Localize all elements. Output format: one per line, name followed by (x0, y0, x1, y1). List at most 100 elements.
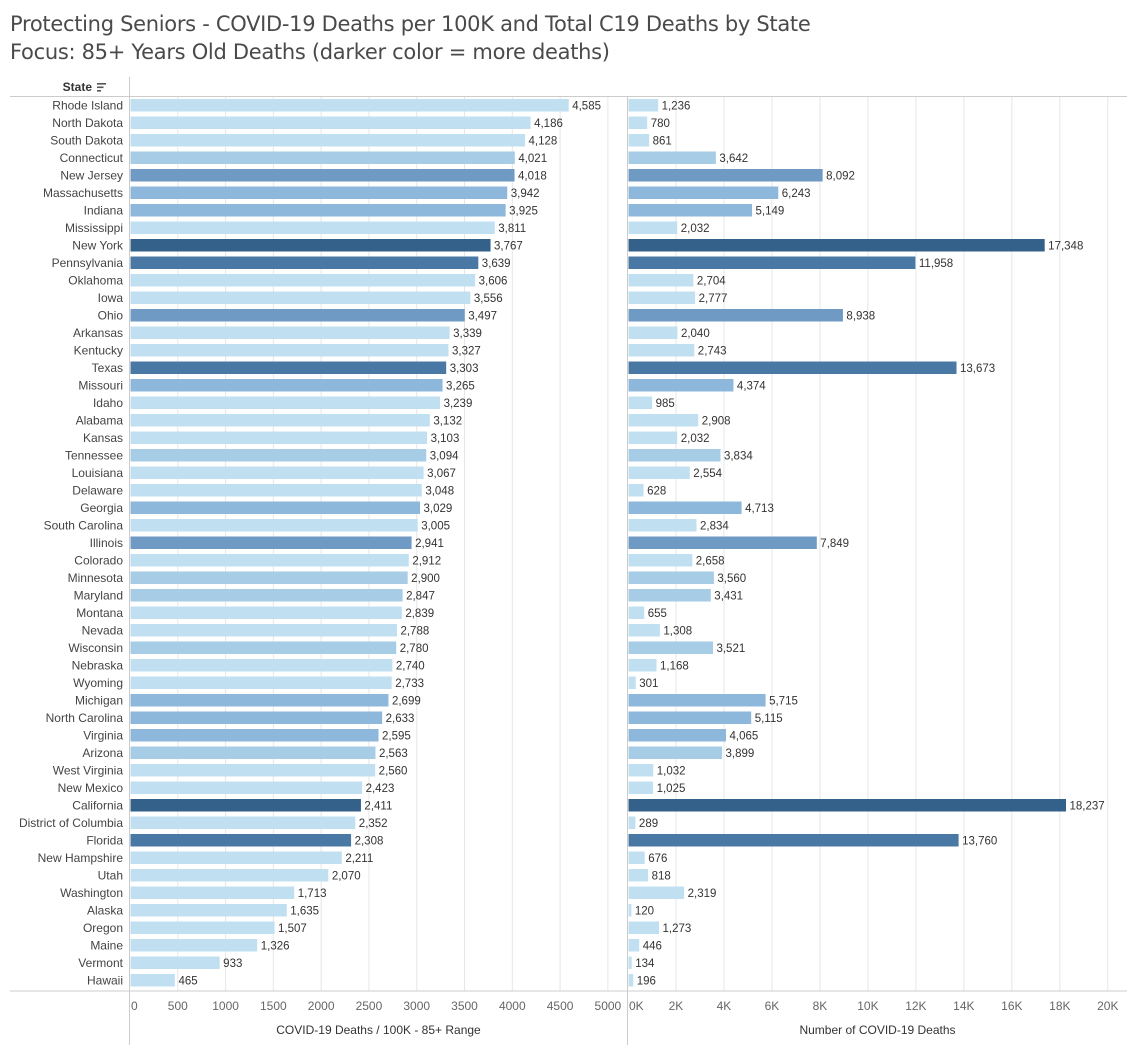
rate-bar[interactable] (130, 414, 430, 427)
deaths-bar[interactable] (628, 256, 916, 270)
rate-bar[interactable] (130, 326, 450, 340)
deaths-bar[interactable] (628, 641, 713, 655)
deaths-bar[interactable] (628, 239, 1045, 252)
rate-bar[interactable] (130, 396, 441, 410)
deaths-bar[interactable] (628, 204, 753, 217)
rate-bar[interactable] (130, 834, 352, 847)
rate-bar[interactable] (130, 116, 531, 130)
deaths-bar[interactable] (628, 869, 649, 882)
rate-bar[interactable] (130, 204, 506, 217)
deaths-bar[interactable] (628, 554, 693, 567)
rate-bar[interactable] (130, 641, 397, 655)
deaths-bar[interactable] (628, 519, 697, 532)
deaths-bar[interactable] (628, 939, 640, 952)
rate-bar[interactable] (130, 151, 515, 165)
rate-bar[interactable] (130, 361, 447, 375)
deaths-bar[interactable] (628, 414, 699, 427)
rate-bar[interactable] (130, 449, 427, 462)
rate-bar[interactable] (130, 221, 495, 235)
rate-bar[interactable] (130, 466, 424, 480)
rate-bar[interactable] (130, 379, 443, 392)
deaths-bar[interactable] (628, 536, 817, 550)
deaths-bar[interactable] (628, 606, 645, 620)
deaths-bar[interactable] (628, 151, 716, 165)
deaths-bar[interactable] (628, 676, 636, 690)
deaths-bar[interactable] (628, 571, 714, 585)
deaths-bar[interactable] (628, 764, 654, 777)
rate-bar[interactable] (130, 274, 476, 287)
deaths-bar[interactable] (628, 589, 711, 602)
deaths-bar[interactable] (628, 379, 734, 392)
deaths-bar[interactable] (628, 624, 660, 637)
rate-bar[interactable] (130, 554, 409, 567)
rate-bar[interactable] (130, 711, 383, 725)
rate-bar[interactable] (130, 256, 479, 270)
deaths-bar[interactable] (628, 799, 1067, 812)
deaths-bar[interactable] (628, 169, 823, 182)
deaths-bar[interactable] (628, 449, 721, 462)
rate-bar[interactable] (130, 99, 569, 112)
deaths-bar[interactable] (628, 99, 659, 112)
deaths-bar[interactable] (628, 291, 696, 305)
rate-bar[interactable] (130, 974, 175, 987)
rate-bar[interactable] (130, 571, 408, 585)
rate-bar[interactable] (130, 676, 392, 690)
sort-descending-icon[interactable] (97, 83, 106, 92)
deaths-bar[interactable] (628, 186, 779, 200)
state-column-header[interactable]: State (63, 80, 93, 94)
deaths-bar[interactable] (628, 729, 727, 742)
rate-bar[interactable] (130, 344, 449, 357)
deaths-bar[interactable] (628, 484, 644, 497)
rate-bar[interactable] (130, 186, 508, 200)
deaths-bar[interactable] (628, 956, 632, 970)
deaths-bar[interactable] (628, 466, 690, 480)
rate-bar[interactable] (130, 169, 515, 182)
rate-bar[interactable] (130, 886, 295, 900)
deaths-bar[interactable] (628, 711, 752, 725)
rate-bar[interactable] (130, 694, 389, 707)
rate-bar[interactable] (130, 659, 393, 672)
deaths-bar[interactable] (628, 886, 685, 900)
deaths-bar[interactable] (628, 904, 632, 917)
rate-bar[interactable] (130, 239, 491, 252)
deaths-bar[interactable] (628, 501, 742, 515)
rate-bar[interactable] (130, 799, 361, 812)
deaths-bar[interactable] (628, 921, 660, 935)
deaths-bar[interactable] (628, 431, 678, 445)
deaths-bar[interactable] (628, 361, 957, 375)
deaths-bar[interactable] (628, 694, 766, 707)
rate-bar[interactable] (130, 956, 220, 970)
deaths-bar[interactable] (628, 344, 695, 357)
deaths-bar[interactable] (628, 781, 654, 795)
deaths-bar[interactable] (628, 116, 648, 130)
rate-bar[interactable] (130, 589, 403, 602)
rate-bar[interactable] (130, 746, 376, 760)
rate-bar[interactable] (130, 134, 526, 147)
rate-bar[interactable] (130, 816, 356, 830)
rate-bar[interactable] (130, 939, 258, 952)
rate-bar[interactable] (130, 431, 428, 445)
deaths-bar[interactable] (628, 816, 636, 830)
deaths-bar[interactable] (628, 134, 650, 147)
deaths-bar[interactable] (628, 974, 634, 987)
deaths-bar[interactable] (628, 851, 645, 865)
rate-bar[interactable] (130, 291, 471, 305)
deaths-bar[interactable] (628, 834, 959, 847)
deaths-bar[interactable] (628, 396, 653, 410)
rate-bar[interactable] (130, 781, 363, 795)
rate-bar[interactable] (130, 624, 397, 637)
rate-bar[interactable] (130, 729, 379, 742)
rate-bar[interactable] (130, 536, 412, 550)
rate-bar[interactable] (130, 309, 465, 322)
deaths-bar[interactable] (628, 309, 843, 322)
rate-bar[interactable] (130, 921, 275, 935)
rate-bar[interactable] (130, 484, 422, 497)
deaths-bar[interactable] (628, 746, 723, 760)
deaths-bar[interactable] (628, 659, 657, 672)
rate-bar[interactable] (130, 764, 376, 777)
deaths-bar[interactable] (628, 274, 694, 287)
rate-bar[interactable] (130, 606, 402, 620)
rate-bar[interactable] (130, 851, 342, 865)
rate-bar[interactable] (130, 501, 421, 515)
deaths-bar[interactable] (628, 326, 678, 340)
